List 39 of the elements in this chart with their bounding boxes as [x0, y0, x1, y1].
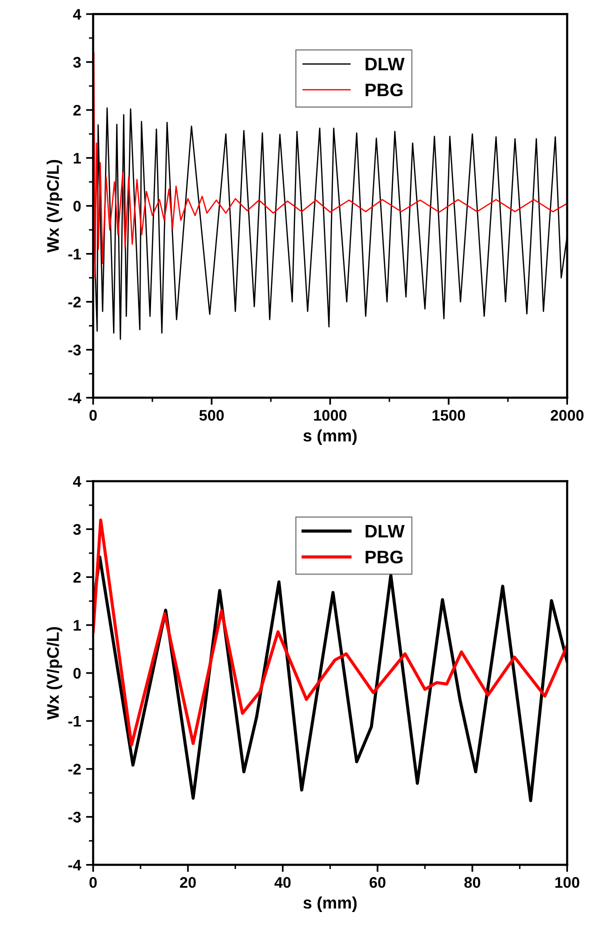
y-tick-label: 3 — [73, 524, 81, 535]
x-tick-label: 2000 — [550, 410, 584, 421]
y-tick-label: 2 — [73, 104, 81, 116]
y-tick-label: 3 — [73, 56, 81, 68]
y-tick-label: 4 — [73, 9, 82, 20]
x-tick-label: 500 — [199, 410, 224, 421]
y-tick-label: 1 — [74, 620, 81, 631]
x-axis-title: s (mm) — [303, 896, 357, 912]
x-tick-label: 60 — [370, 877, 386, 888]
x-tick-label: 0 — [89, 877, 97, 888]
y-tick-label: -2 — [68, 764, 81, 774]
y-axis-title: Wx (V/pC/L) — [46, 627, 62, 720]
x-axis-title: s (mm) — [303, 429, 357, 445]
x-tick-label: 1000 — [314, 410, 347, 421]
legend-label: DLW — [366, 58, 405, 70]
legend-label: PBG — [366, 550, 402, 564]
legend-label: PBG — [366, 84, 402, 96]
x-tick-label: 40 — [274, 877, 291, 888]
y-tick-label: -3 — [68, 344, 81, 356]
y-tick-label: 2 — [73, 572, 81, 583]
x-tick-label: 1500 — [432, 410, 466, 421]
x-tick-label: 20 — [180, 877, 196, 888]
y-tick-label: 0 — [73, 200, 81, 212]
x-tick-label: 100 — [555, 877, 580, 888]
y-tick-label: -1 — [68, 248, 81, 260]
line-series — [93, 518, 568, 746]
legend-label: DLW — [366, 524, 405, 538]
y-tick-label: -3 — [68, 812, 81, 823]
y-tick-label: -4 — [68, 392, 82, 404]
x-tick-label: 80 — [464, 877, 480, 888]
y-tick-label: 0 — [73, 668, 81, 679]
y-tick-label: 1 — [74, 152, 81, 164]
y-axis-title: Wx (V/pC/L) — [46, 160, 62, 253]
y-tick-label: -4 — [68, 860, 82, 870]
y-tick-label: 4 — [73, 476, 82, 487]
y-tick-label: -1 — [68, 716, 81, 727]
line-series — [93, 52, 568, 278]
x-tick-label: 0 — [89, 410, 97, 421]
y-tick-label: -2 — [68, 296, 81, 308]
